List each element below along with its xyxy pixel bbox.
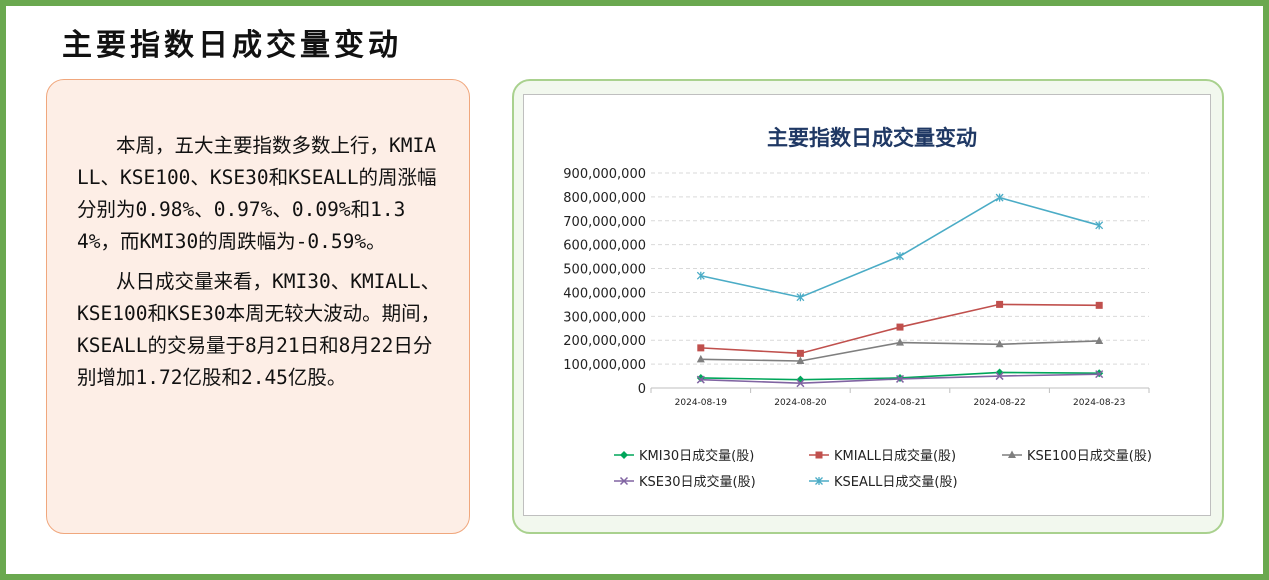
legend-item: KSE30日成交量(股): [614, 474, 756, 490]
data-point-marker: [696, 354, 705, 363]
y-tick-label: 900,000,000: [563, 167, 646, 182]
data-point-marker: [995, 372, 1004, 381]
legend-label: KSE100日成交量(股): [1027, 448, 1152, 464]
legend-item: KSEALL日成交量(股): [809, 474, 958, 490]
y-tick-label: 500,000,000: [563, 263, 646, 278]
data-point-marker: [1095, 221, 1104, 230]
page-title: 主要指数日成交量变动: [62, 28, 402, 63]
legend-item: KMI30日成交量(股): [614, 448, 754, 464]
y-tick-label: 700,000,000: [563, 215, 646, 230]
summary-paragraph-2: 从日成交量来看，KMI30、KMIALL、KSE100和KSE30本周无较大波动…: [77, 270, 441, 389]
x-tick-label: 2024-08-22: [973, 398, 1025, 408]
summary-paragraph-1: 本周，五大主要指数多数上行，KMIALL、KSE100、KSE30和KSEALL…: [77, 134, 437, 253]
summary-panel: 本周，五大主要指数多数上行，KMIALL、KSE100、KSE30和KSEALL…: [46, 79, 470, 534]
x-tick-label: 2024-08-19: [675, 398, 728, 408]
data-point-marker: [996, 300, 1004, 308]
data-point-marker: [620, 451, 628, 459]
data-point-marker: [696, 373, 705, 382]
series-3: [696, 336, 1104, 365]
y-tick-label: 600,000,000: [563, 239, 646, 254]
data-point-marker: [1008, 450, 1016, 458]
data-point-marker: [696, 271, 705, 280]
y-tick-label: 200,000,000: [563, 334, 646, 349]
chart-gridlines: [651, 172, 1149, 365]
legend-label: KSE30日成交量(股): [639, 474, 756, 490]
data-point-marker: [796, 349, 804, 357]
y-tick-label: 100,000,000: [563, 358, 646, 373]
series-4: [696, 370, 1104, 388]
x-axis: 2024-08-19 2024-08-20 2024-08-21 2024-08-22…: [650, 387, 1150, 408]
legend-label: KMI30日成交量(股): [639, 448, 754, 464]
data-point-marker: [896, 338, 904, 346]
series-5: [696, 193, 1104, 302]
data-point-marker: [1095, 370, 1104, 379]
series-line: [700, 196, 1100, 299]
legend-label: KSEALL日成交量(股): [834, 474, 958, 490]
data-point-marker: [896, 252, 904, 261]
chart-legend: KMI30日成交量(股) KMIALL日成交量(股) KSE100日成交量(股) KS…: [614, 448, 1152, 490]
data-point-marker: [697, 344, 705, 352]
legend-item: KSE100日成交量(股): [1002, 448, 1152, 464]
data-point-marker: [815, 451, 823, 459]
data-point-marker: [895, 374, 905, 383]
data-point-marker: [696, 375, 705, 384]
series-layer: [696, 193, 1104, 388]
chart-area: 主要指数日成交量变动 0 100,000,000 200,000,000 300,00…: [523, 94, 1211, 516]
y-tick-label: 300,000,000: [563, 310, 646, 325]
data-point-marker: [796, 379, 805, 388]
chart-title: 主要指数日成交量变动: [767, 126, 977, 150]
series-2: [697, 300, 1103, 357]
data-point-marker: [796, 356, 805, 365]
y-tick-label: 800,000,000: [563, 191, 646, 206]
y-tick-label: 400,000,000: [563, 286, 646, 301]
data-point-marker: [995, 339, 1004, 348]
data-point-marker: [1095, 336, 1104, 344]
legend-item: KMIALL日成交量(股): [809, 448, 956, 464]
legend-label: KMIALL日成交量(股): [834, 448, 956, 464]
data-point-marker: [1095, 301, 1103, 309]
x-tick-label: 2024-08-21: [874, 398, 926, 408]
volume-line-chart: 主要指数日成交量变动 0 100,000,000 200,000,000 300,00…: [563, 126, 1152, 490]
data-point-marker: [995, 193, 1004, 202]
x-tick-label: 2024-08-23: [1073, 398, 1125, 408]
data-point-marker: [619, 476, 629, 486]
data-point-marker: [815, 477, 823, 485]
data-point-marker: [896, 323, 904, 331]
data-point-marker: [796, 293, 805, 302]
x-tick-label: 2024-08-20: [774, 398, 827, 408]
y-tick-label: 0: [638, 382, 646, 397]
y-axis-ticks: 0 100,000,000 200,000,000 300,000,000 400,00…: [563, 167, 646, 397]
